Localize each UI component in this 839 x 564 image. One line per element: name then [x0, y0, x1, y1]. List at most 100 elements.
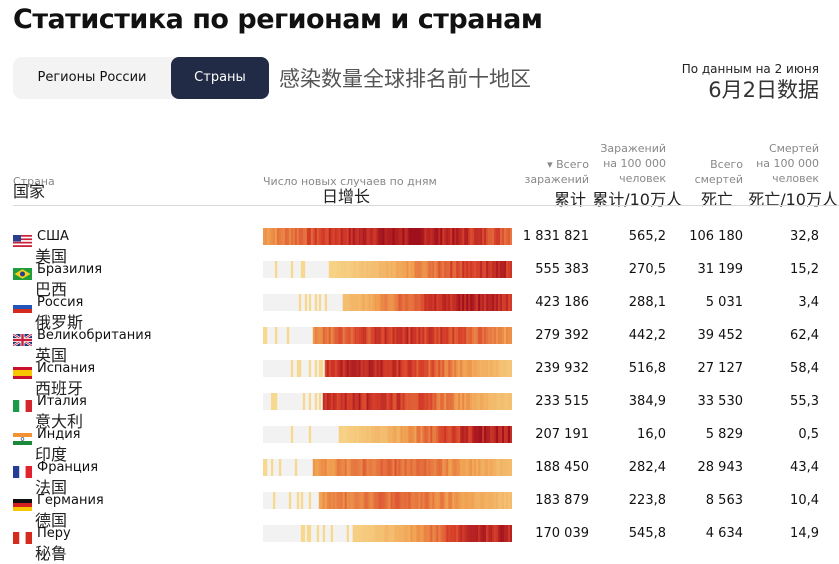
heat-cell	[376, 459, 379, 476]
heat-cell	[326, 492, 330, 509]
country-name-zh: 秘鲁	[35, 544, 68, 563]
heat-cell	[374, 294, 377, 311]
heat-cell	[416, 327, 419, 344]
heat-cell	[314, 459, 318, 476]
heat-cell	[342, 294, 345, 311]
heat-cell	[462, 525, 465, 542]
heat-cell	[420, 261, 423, 278]
table-row[interactable]: Россия 俄罗斯 423 186 288,1 5 031 3,4	[0, 293, 839, 332]
tab-countries[interactable]: Страны	[171, 57, 269, 99]
total-deaths: 106 180	[689, 229, 743, 244]
heat-cell	[458, 492, 461, 509]
cases-per-100k: 565,2	[628, 229, 666, 244]
heat-cell	[372, 492, 375, 509]
heat-cell	[480, 327, 483, 344]
heat-cell	[426, 459, 429, 476]
heat-cell	[406, 360, 409, 377]
heat-cell	[298, 228, 302, 245]
heat-cell	[394, 459, 397, 476]
heat-cell	[428, 459, 431, 476]
heat-cell	[504, 360, 507, 377]
heat-cell	[326, 393, 330, 410]
data-date: По данным на 2 июня 6月2日数据	[682, 62, 819, 104]
table-row[interactable]: Бразилия 巴西 555 383 270,5 31 199 15,2	[0, 260, 839, 299]
heat-cell	[426, 228, 429, 245]
country-name-zh: 美国	[35, 247, 68, 266]
heat-cell	[500, 261, 503, 278]
header-deaths[interactable]: Всего смертей	[695, 157, 743, 187]
heat-cell	[418, 492, 421, 509]
tab-russia-regions[interactable]: Регионы России	[37, 70, 147, 85]
heat-cell	[430, 492, 433, 509]
header-per100k-line3: человек	[619, 172, 666, 185]
heat-cell	[426, 426, 429, 443]
header-per100k[interactable]: Заражений на 100 000 человек	[600, 141, 666, 186]
heat-cell	[470, 459, 473, 476]
heat-cell	[508, 228, 511, 245]
heat-cell	[456, 393, 459, 410]
heat-cell	[338, 327, 341, 344]
heat-cell	[476, 327, 479, 344]
heat-cell	[372, 327, 375, 344]
heat-cell	[496, 360, 499, 377]
heat-cell	[482, 393, 485, 410]
heat-cell	[380, 294, 383, 311]
heat-cell	[328, 393, 332, 410]
heat-cell	[408, 393, 411, 410]
heat-cell	[368, 294, 371, 311]
heat-cell	[504, 426, 507, 443]
heat-cell	[380, 228, 383, 245]
heat-cell	[404, 393, 407, 410]
heat-cell	[384, 360, 387, 377]
table-row[interactable]: Великобритания 英国 279 392 442,2 39 452 62,4	[0, 326, 839, 365]
total-cases: 423 186	[535, 295, 589, 310]
heat-cell	[380, 459, 383, 476]
heat-cell	[352, 327, 355, 344]
table-row[interactable]: Франция 法国 188 450 282,4 28 943 43,4	[0, 458, 839, 497]
heat-cell	[480, 393, 483, 410]
heat-cell	[408, 492, 411, 509]
table-row[interactable]: Испания 西班牙 239 932 516,8 27 127 58,4	[0, 359, 839, 398]
heat-cell	[444, 261, 447, 278]
heat-cell	[438, 525, 441, 542]
heat-cell	[428, 294, 431, 311]
heat-cell	[400, 294, 403, 311]
flag-in-icon	[13, 430, 32, 445]
heat-cell	[336, 327, 339, 344]
heat-cell	[394, 327, 397, 344]
table-row[interactable]: Германия 德国 183 879 223,8 8 563 10,4	[0, 491, 839, 530]
heat-cell	[492, 459, 495, 476]
heat-cell	[344, 261, 347, 278]
table-row[interactable]: Италия 意大利 233 515 384,9 33 530 55,3	[0, 392, 839, 431]
table-row[interactable]: Индия 印度 207 191 16,0 5 829 0,5	[0, 425, 839, 464]
heat-cell	[308, 426, 312, 443]
heat-cell	[354, 327, 357, 344]
heat-cell	[412, 492, 415, 509]
heat-cell	[398, 426, 401, 443]
heat-cell	[510, 393, 513, 410]
heat-cell	[274, 228, 278, 245]
table-row[interactable]: Перу 秘鲁 170 039 545,8 4 634 14,9	[0, 524, 839, 563]
heat-cell	[450, 327, 453, 344]
overlay-caption: 感染数量全球排名前十地区	[279, 67, 531, 91]
heat-cell	[326, 228, 330, 245]
heat-cell	[470, 393, 473, 410]
heat-cell	[426, 492, 429, 509]
heat-cell	[444, 426, 447, 443]
heat-cell	[406, 261, 409, 278]
heat-cell	[370, 294, 373, 311]
heat-cell	[276, 228, 280, 245]
heat-cell	[408, 426, 411, 443]
country-name: Бразилия	[37, 262, 103, 277]
heat-cell	[474, 426, 477, 443]
heat-cell	[470, 360, 473, 377]
heat-cell	[314, 327, 318, 344]
heat-cell	[412, 327, 415, 344]
heat-cell	[490, 294, 493, 311]
header-total[interactable]: ▾ Всего заражений	[525, 157, 589, 187]
table-row[interactable]: США 美国 1 831 821 565,2 106 180 32,8	[0, 227, 839, 266]
heat-cell	[510, 228, 513, 245]
header-deaths100k[interactable]: Смертей на 100 000 человек	[756, 141, 819, 186]
heat-cell	[416, 261, 419, 278]
heat-cell	[416, 294, 419, 311]
